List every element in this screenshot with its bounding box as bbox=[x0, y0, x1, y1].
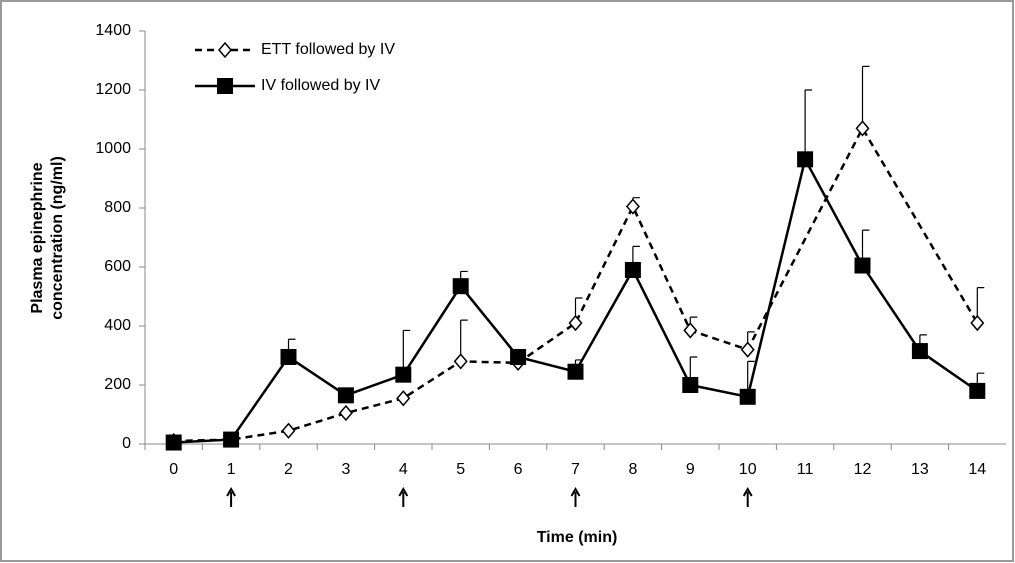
y-axis-label-line: Plasma epinephrine bbox=[29, 162, 46, 313]
data-point bbox=[969, 382, 986, 399]
data-point bbox=[970, 314, 985, 332]
data-point bbox=[223, 431, 240, 448]
data-point bbox=[568, 314, 583, 332]
x-tick-label: 5 bbox=[456, 461, 465, 478]
legend-marker bbox=[217, 78, 233, 94]
y-tick-label: 800 bbox=[104, 199, 131, 216]
x-axis-label: Time (min) bbox=[537, 529, 618, 546]
x-tick-label: 11 bbox=[797, 461, 814, 478]
data-point bbox=[854, 257, 871, 274]
error-bar bbox=[804, 89, 813, 160]
y-axis-label: Plasma epinephrine concentration (ng/ml) bbox=[29, 156, 66, 320]
x-tick-label: 7 bbox=[571, 461, 580, 478]
data-point bbox=[337, 387, 354, 404]
y-tick-label: 1400 bbox=[95, 22, 131, 39]
x-tick-label: 0 bbox=[169, 461, 178, 478]
data-point bbox=[855, 120, 870, 137]
series-line bbox=[173, 125, 979, 443]
data-point bbox=[624, 261, 641, 278]
data-point bbox=[396, 390, 411, 407]
y-tick-label: 0 bbox=[122, 435, 131, 452]
data-point bbox=[797, 151, 814, 168]
y-tick-label: 1000 bbox=[95, 140, 131, 157]
arrow bbox=[226, 486, 236, 507]
x-tick-label: 9 bbox=[686, 461, 695, 478]
x-tick-label: 2 bbox=[284, 461, 293, 478]
x-tick-label: 8 bbox=[628, 461, 637, 478]
y-axis-label-line: concentration (ng/ml) bbox=[49, 156, 66, 320]
x-tick-label: 14 bbox=[968, 461, 986, 478]
data-point bbox=[453, 353, 468, 370]
data-point bbox=[395, 366, 412, 383]
y-tick-label: 400 bbox=[104, 317, 131, 334]
x-tick-label: 1 bbox=[227, 461, 236, 478]
error-bar bbox=[861, 65, 870, 129]
y-tick-label: 200 bbox=[104, 376, 131, 393]
x-tick-label: 10 bbox=[739, 461, 757, 478]
data-point bbox=[452, 278, 469, 295]
x-tick-label: 6 bbox=[514, 461, 523, 478]
data-point bbox=[165, 434, 182, 451]
data-point bbox=[740, 341, 755, 358]
y-tick-label: 600 bbox=[104, 258, 131, 275]
legend-marker bbox=[218, 41, 232, 59]
legend-label: ETT followed by IV bbox=[261, 41, 395, 58]
data-point bbox=[682, 377, 699, 393]
legend-label: IV followed by IV bbox=[261, 77, 381, 94]
data-point bbox=[567, 363, 584, 380]
data-point bbox=[683, 322, 698, 339]
data-point bbox=[510, 348, 527, 365]
data-point bbox=[338, 404, 353, 422]
x-tick-label: 4 bbox=[399, 461, 408, 478]
arrow bbox=[570, 486, 581, 507]
data-point bbox=[911, 343, 928, 360]
x-tick-label: 13 bbox=[911, 461, 929, 478]
arrow bbox=[742, 486, 753, 507]
x-tick-label: 12 bbox=[854, 461, 872, 478]
x-tick-label: 3 bbox=[341, 461, 350, 478]
data-point bbox=[625, 198, 640, 215]
data-point bbox=[281, 422, 296, 439]
arrow bbox=[398, 486, 409, 507]
data-point bbox=[739, 388, 756, 405]
data-point bbox=[280, 348, 297, 365]
y-tick-label: 1200 bbox=[95, 81, 131, 98]
